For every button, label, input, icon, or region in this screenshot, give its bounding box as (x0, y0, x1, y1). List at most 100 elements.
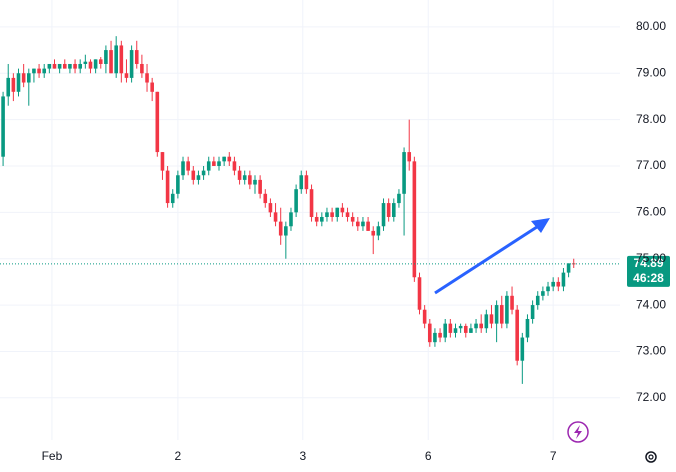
trend-arrow (434, 223, 541, 295)
candle-body (453, 328, 458, 333)
candle-body (366, 221, 370, 231)
candle-body (417, 277, 422, 310)
candle-body (248, 175, 252, 185)
candle-body (278, 221, 283, 236)
candle-body (438, 332, 442, 338)
x-tick-label: Feb (42, 449, 63, 463)
candle-body (160, 152, 165, 171)
candle-body (6, 77, 11, 97)
candle-body (114, 45, 118, 74)
candle-body (170, 193, 175, 204)
candle-body (119, 45, 124, 74)
candle-body (386, 203, 391, 217)
candle-body (433, 332, 437, 343)
candle-body (510, 295, 514, 310)
y-tick-label: 74.00 (636, 297, 666, 311)
candle-body (273, 212, 278, 222)
candle-body (83, 61, 88, 64)
candle-body (47, 63, 52, 69)
candle-body (494, 305, 499, 324)
candle-body (212, 161, 216, 166)
candle-body (391, 203, 396, 217)
candle-body (458, 325, 463, 329)
y-tick-label: 76.00 (636, 205, 666, 219)
candle-body (479, 323, 483, 329)
candle-body (535, 295, 540, 306)
candle-body (443, 323, 448, 338)
candle-body (489, 314, 494, 324)
x-tick-label: 6 (425, 449, 432, 463)
candle-body (52, 63, 57, 69)
candle-body (32, 68, 36, 74)
candles (1, 36, 576, 384)
candle-body (381, 203, 386, 227)
candle-body (140, 63, 144, 74)
candle-body (62, 63, 67, 69)
candle-body (242, 175, 247, 180)
candle-body (196, 175, 201, 180)
candle-body (566, 263, 571, 273)
gear[interactable] (645, 451, 657, 463)
candle-body (26, 73, 31, 83)
y-tick-label: 73.00 (636, 344, 666, 358)
candle-body (376, 226, 381, 236)
candle-body (397, 193, 401, 204)
candle-body (314, 216, 319, 222)
candle-body (463, 325, 468, 333)
candle-body (150, 82, 154, 92)
y-tick-label: 79.00 (636, 65, 666, 79)
candle-body (42, 68, 47, 74)
candle-body (1, 96, 5, 157)
candle-body (268, 203, 273, 213)
candle-body (427, 323, 432, 343)
candle-body (561, 272, 566, 287)
candle-body (474, 323, 478, 329)
candle-body (217, 161, 221, 166)
candle-body (320, 216, 324, 222)
candle-body (356, 221, 360, 227)
candle-body (284, 226, 288, 236)
arrow-head (531, 218, 550, 233)
candle-body (556, 281, 561, 287)
candle-body (505, 295, 509, 324)
candle-body (515, 309, 519, 361)
candle-body (484, 314, 489, 329)
candle-body (124, 73, 129, 78)
candle-body (78, 63, 82, 69)
candle-body (499, 305, 504, 324)
x-tick-label: 2 (175, 449, 182, 463)
candle-body (551, 281, 555, 287)
candle-body (309, 189, 314, 217)
last-price-box (627, 255, 670, 287)
candle-body (289, 212, 293, 227)
candle-body (176, 175, 180, 194)
candle-body (469, 328, 473, 333)
candle-body (145, 73, 149, 83)
candle-body (402, 152, 406, 194)
candle-body (11, 77, 16, 92)
candle-body (73, 63, 77, 69)
y-tick-label: 75.00 (636, 251, 666, 265)
candle-body (330, 212, 334, 217)
candle-body (422, 309, 427, 324)
candle-body (134, 50, 139, 64)
candle-body (222, 156, 226, 162)
candle-body (253, 179, 257, 185)
settings-icon[interactable] (645, 451, 657, 463)
last-price-label: 74.89 (633, 256, 663, 270)
candle-body (68, 63, 72, 69)
candle-body (88, 61, 93, 69)
countdown-label: 46:28 (633, 271, 664, 285)
candle-body (294, 189, 298, 213)
candle-body (181, 161, 185, 176)
y-tick-label: 72.00 (636, 390, 666, 404)
candle-body (109, 50, 113, 74)
candle-body (98, 59, 103, 64)
candle-body (340, 207, 345, 213)
candle-body (57, 63, 62, 69)
candle-body (191, 170, 196, 180)
candle-body (263, 193, 268, 204)
